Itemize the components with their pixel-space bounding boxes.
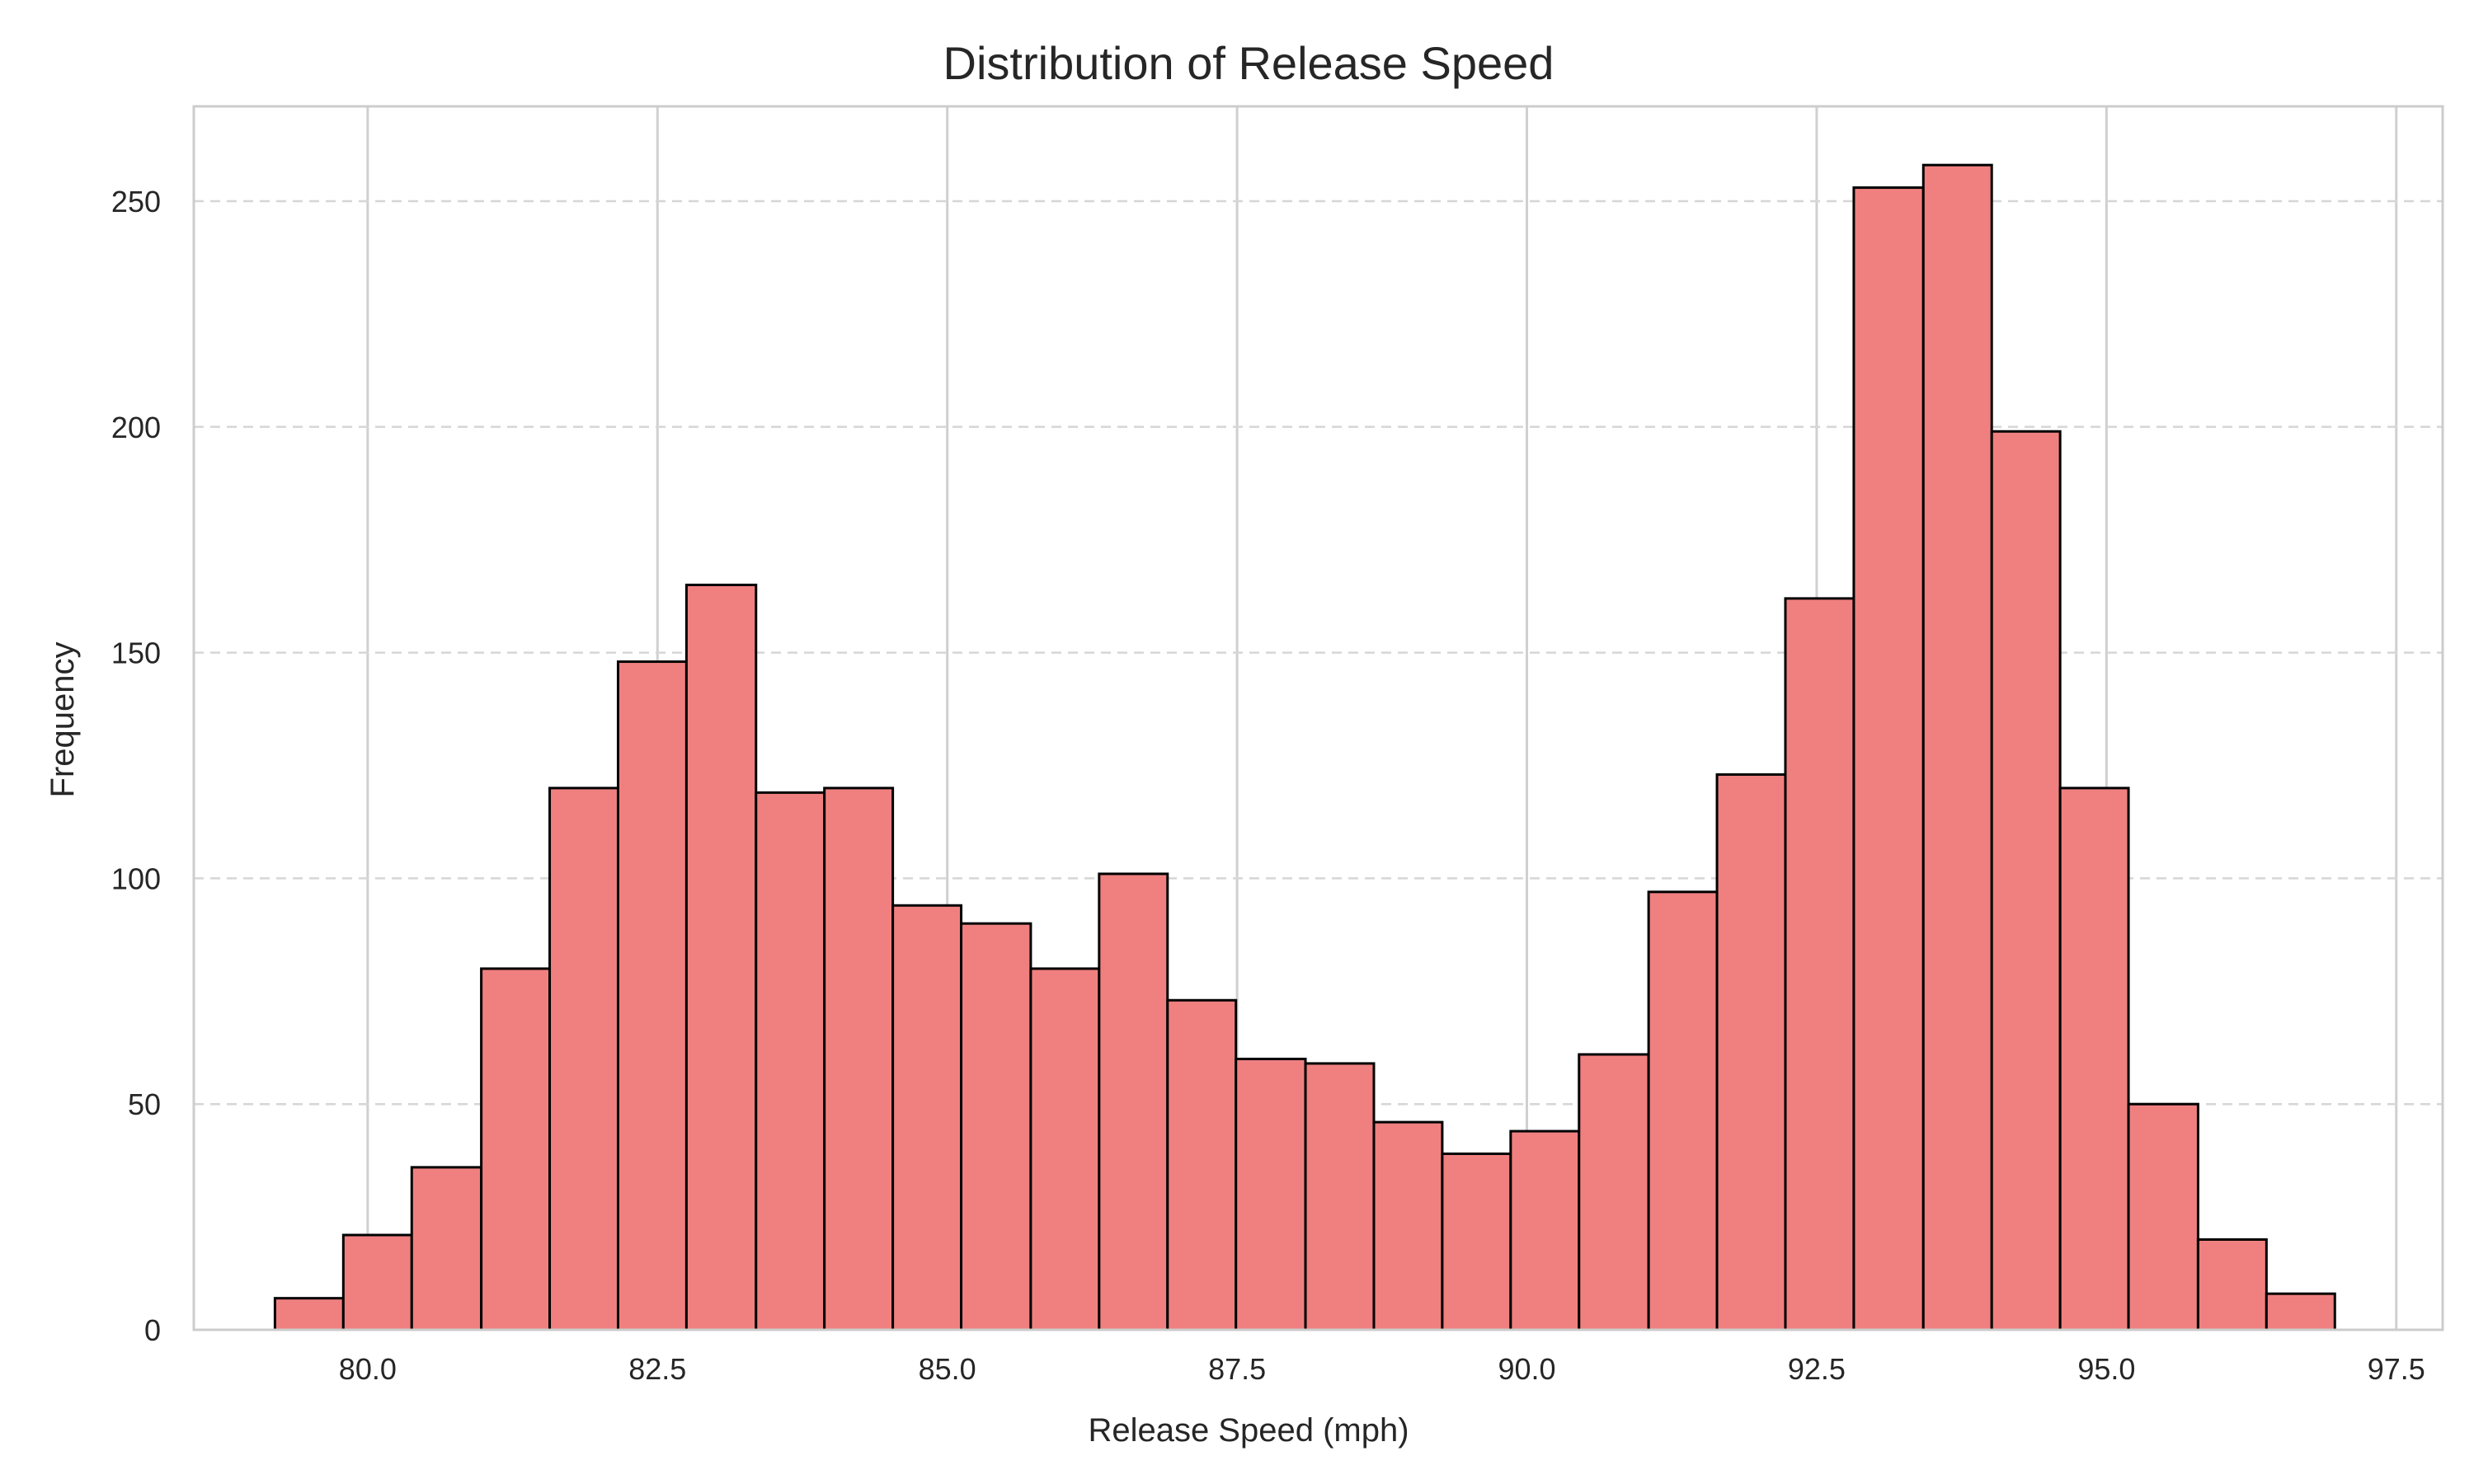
histogram-bar xyxy=(1235,1057,1307,1331)
plot-frame xyxy=(192,105,2444,1331)
histogram-bar xyxy=(755,791,826,1331)
histogram-bar xyxy=(1304,1062,1376,1331)
histogram-bar xyxy=(1098,872,1169,1331)
histogram-bar xyxy=(1647,890,1719,1331)
histogram-bar xyxy=(684,583,758,1331)
x-axis-label: Release Speed (mph) xyxy=(1088,1412,1409,1449)
x-tick-label: 92.5 xyxy=(1788,1352,1846,1386)
histogram-bar xyxy=(891,904,963,1331)
histogram-bar xyxy=(1029,967,1101,1331)
histogram-bar xyxy=(1784,597,1856,1331)
histogram-bar xyxy=(548,787,619,1331)
histogram-bar xyxy=(1441,1152,1512,1331)
histogram-bar xyxy=(480,967,552,1331)
y-tick-labels: 0 50 100 150 200 250 xyxy=(111,185,161,1347)
x-tick-label: 80.0 xyxy=(339,1352,397,1386)
y-tick-label: 0 xyxy=(144,1313,161,1347)
x-tick-labels: 80.0 82.5 85.0 87.5 90.0 92.5 95.0 97.5 xyxy=(339,1352,2425,1386)
x-tick-label: 97.5 xyxy=(2368,1352,2425,1386)
x-tick-label: 82.5 xyxy=(628,1352,686,1386)
histogram-bar xyxy=(341,1233,413,1331)
y-tick-label: 50 xyxy=(128,1087,161,1121)
y-tick-label: 200 xyxy=(111,411,161,444)
histogram-bar xyxy=(273,1297,345,1331)
histogram-bar xyxy=(1852,186,1925,1331)
x-tick-label: 85.0 xyxy=(919,1352,976,1386)
histogram-bar xyxy=(823,787,895,1331)
histogram-bar xyxy=(1921,163,1993,1331)
histogram-bar xyxy=(1715,773,1787,1331)
histogram-bar xyxy=(1990,430,2062,1331)
histogram-bar xyxy=(2196,1237,2268,1331)
histogram-bar xyxy=(2265,1292,2336,1331)
histogram-bar xyxy=(2058,787,2130,1331)
bars-layer xyxy=(273,163,2336,1331)
y-tick-label: 250 xyxy=(111,185,161,218)
histogram-bar xyxy=(2127,1102,2199,1331)
histogram-bar xyxy=(1509,1129,1581,1331)
histogram-bar xyxy=(1372,1120,1444,1331)
y-tick-label: 150 xyxy=(111,636,161,670)
histogram-bar xyxy=(1578,1053,1650,1331)
x-tick-label: 87.5 xyxy=(1208,1352,1266,1386)
histogram-bar xyxy=(1166,998,1238,1331)
chart-title: Distribution of Release Speed xyxy=(943,37,1554,89)
y-tick-label: 100 xyxy=(111,862,161,895)
histogram-bar xyxy=(410,1166,483,1331)
x-tick-label: 90.0 xyxy=(1498,1352,1555,1386)
histogram-bar xyxy=(616,660,688,1331)
y-axis-label: Frequency xyxy=(45,642,81,798)
histogram-bar xyxy=(960,922,1032,1331)
x-tick-label: 95.0 xyxy=(2077,1352,2135,1386)
